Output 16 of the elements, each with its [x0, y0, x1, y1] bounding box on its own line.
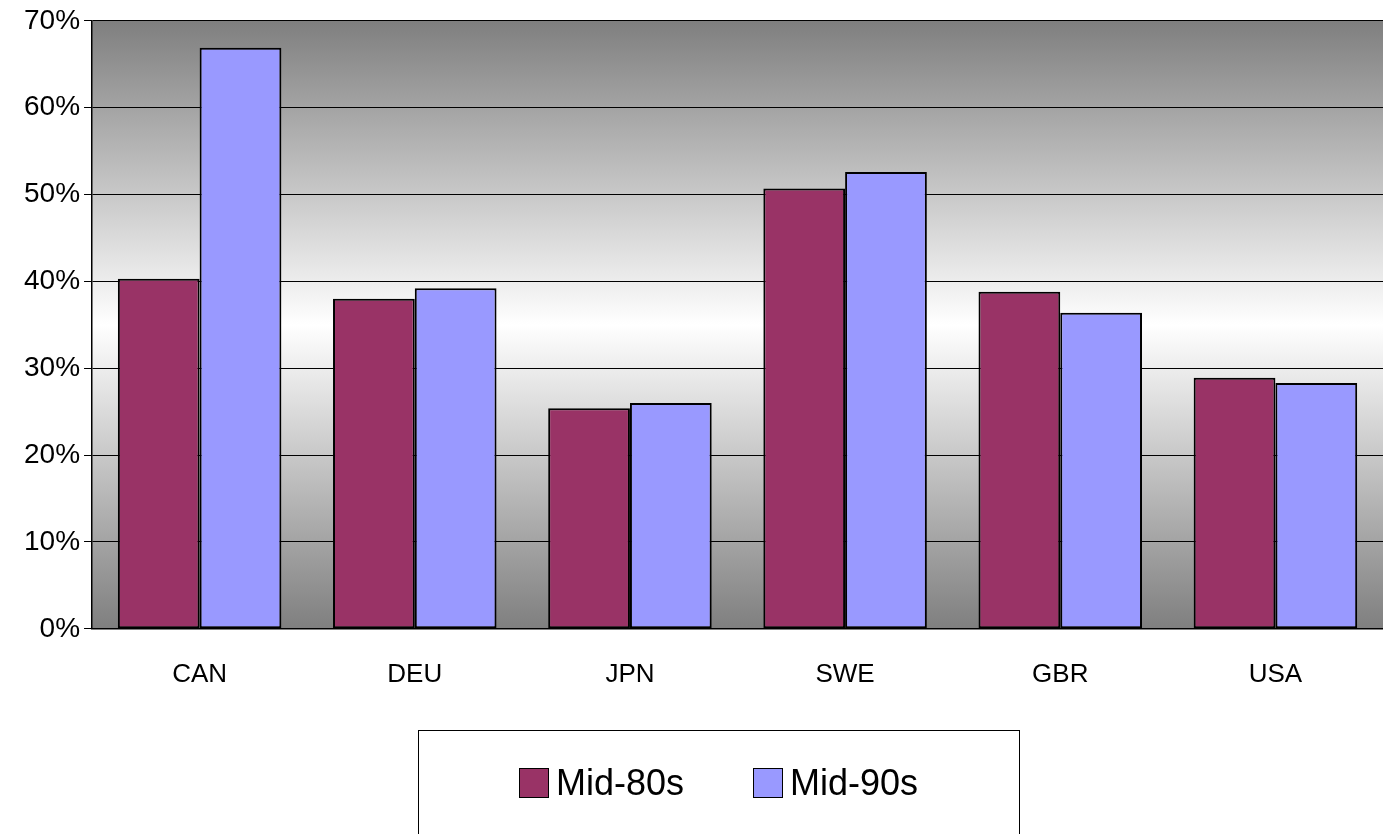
y-tick-label: 40%: [23, 264, 81, 296]
x-tick-label: JPN: [605, 657, 655, 688]
y-tick-label: 50%: [23, 177, 81, 209]
legend-label: Mid-90s: [790, 761, 919, 804]
y-tick-label: 70%: [23, 3, 81, 35]
x-tick-label: SWE: [815, 657, 875, 688]
legend-label: Mid-80s: [555, 761, 684, 804]
y-tick-label: 30%: [23, 350, 81, 382]
x-tick-label: DEU: [387, 657, 443, 688]
x-tick-label: GBR: [1032, 657, 1089, 688]
y-tick-label: 0%: [39, 611, 81, 643]
x-tick-label: USA: [1248, 657, 1303, 688]
y-tick-label: 60%: [23, 90, 81, 122]
y-tick-label: 10%: [23, 524, 81, 556]
x-tick-label: CAN: [172, 657, 228, 688]
y-tick-label: 20%: [23, 437, 81, 469]
